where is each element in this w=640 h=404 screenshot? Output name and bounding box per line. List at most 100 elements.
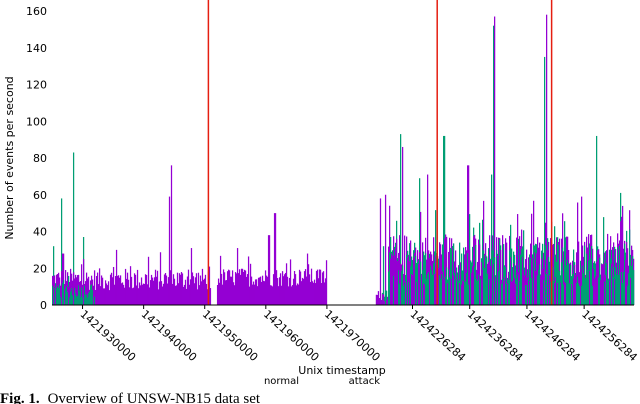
bar-mark [86, 297, 89, 305]
bar-mark [486, 257, 488, 305]
bar-mark [246, 274, 249, 305]
bar-mark [462, 280, 464, 305]
bar-mark [598, 249, 600, 305]
bar-mark [383, 296, 386, 305]
bar-mark [98, 268, 101, 305]
bar-mark [393, 236, 395, 305]
bar-mark [307, 264, 310, 305]
bar-mark [445, 276, 447, 305]
bar-mark [63, 284, 66, 305]
bar-mark [547, 250, 549, 305]
bar-mark [277, 286, 280, 305]
bar-mark [470, 260, 472, 305]
bar-mark [456, 279, 458, 305]
bar-mark [502, 278, 504, 305]
bar-mark [630, 277, 632, 305]
bar-mark [182, 286, 185, 305]
bar-mark [443, 279, 445, 305]
bar-mark [287, 286, 290, 305]
bar-mark [511, 281, 513, 305]
bar-mark [165, 275, 168, 305]
bar-mark [520, 254, 522, 305]
bar-mark [139, 285, 142, 305]
bar-mark [119, 275, 122, 305]
y-axis-ticks: 0 20 40 60 80 100 120 140 160 [26, 5, 47, 312]
bar-mark [295, 285, 298, 305]
bar-mark [111, 277, 114, 305]
bar-mark [395, 248, 397, 305]
bar-mark [548, 256, 550, 305]
bar-mark [473, 236, 475, 305]
bar-mark [467, 165, 469, 305]
bar-mark [571, 284, 573, 305]
bar-mark [557, 237, 559, 305]
bar-mark [55, 287, 58, 305]
bar-mark [197, 272, 200, 305]
bar-mark [568, 263, 570, 305]
x-tick-label: 1424256284 [579, 308, 640, 365]
bar-mark [319, 269, 322, 305]
bar-mark [380, 299, 383, 305]
bar-mark [376, 294, 379, 305]
bar-mark [221, 284, 224, 305]
bar-mark [593, 268, 595, 305]
bar-mark [421, 274, 423, 305]
y-tick-label: 80 [33, 152, 47, 165]
bar-mark [514, 278, 516, 305]
bar-mark [318, 269, 321, 305]
bar-mark [325, 260, 328, 305]
bar-mark [61, 283, 64, 305]
bar-mark [583, 273, 585, 305]
bar-mark [439, 242, 441, 305]
bar-mark [301, 277, 304, 305]
bar-mark [257, 277, 260, 305]
y-tick-label: 40 [33, 226, 47, 239]
bar-mark [441, 274, 443, 305]
bar-mark [463, 247, 465, 305]
bar-mark [274, 213, 277, 305]
bar-mark [69, 291, 72, 305]
bar-mark [396, 238, 398, 305]
bar-mark [599, 257, 601, 305]
bar-mark [413, 257, 415, 305]
bar-mark [596, 135, 598, 305]
bar-mark [391, 253, 393, 305]
bar-mark [603, 217, 605, 305]
bar-mark [75, 296, 78, 305]
bar-mark [284, 272, 287, 305]
bar-mark [79, 281, 82, 305]
bar-mark [483, 250, 485, 305]
bar-mark [109, 274, 112, 305]
bar-mark [631, 265, 633, 305]
bar-mark [296, 283, 299, 305]
bar-mark [120, 283, 123, 305]
bar-mark [268, 235, 271, 305]
bar-mark [66, 272, 69, 305]
bar-mark [422, 270, 424, 305]
bar-mark [125, 278, 128, 305]
bar-mark [407, 257, 409, 305]
bar-mark [237, 273, 240, 305]
bar-mark [601, 264, 603, 305]
bar-mark [618, 243, 620, 305]
bar-mark [598, 277, 600, 305]
bar-mark [238, 269, 241, 305]
bar-mark [160, 281, 163, 305]
bar-mark [439, 275, 441, 305]
bar-mark [54, 286, 57, 305]
bar-mark [512, 280, 514, 305]
bar-mark [616, 274, 618, 305]
bar-mark [264, 270, 267, 305]
bar-mark [390, 258, 392, 305]
bar-mark [294, 274, 297, 305]
bar-mark [444, 135, 446, 305]
bar-mark [533, 245, 535, 305]
bar-mark [149, 280, 152, 305]
bar-mark [151, 277, 154, 305]
bar-mark [72, 152, 75, 305]
bar-mark [552, 266, 554, 305]
bar-mark [412, 274, 414, 305]
bar-mark [565, 237, 567, 305]
bar-mark [450, 278, 452, 305]
bar-mark [200, 281, 203, 305]
